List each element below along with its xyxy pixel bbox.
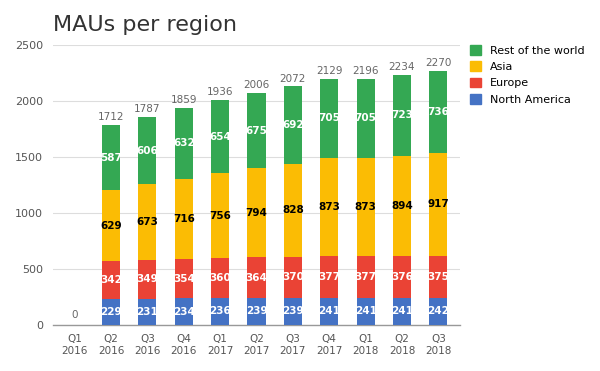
Bar [356, 79, 375, 158]
Text: 2006: 2006 [244, 80, 269, 90]
Text: MAUs per region: MAUs per region [53, 15, 237, 35]
Text: 716: 716 [173, 214, 195, 224]
Text: 705: 705 [355, 114, 377, 124]
Text: 705: 705 [319, 114, 340, 124]
Bar [393, 256, 411, 298]
Bar [320, 298, 338, 325]
Bar [247, 168, 266, 257]
Bar [284, 256, 302, 298]
Text: 794: 794 [245, 208, 268, 218]
Bar [429, 256, 448, 298]
Bar [102, 299, 120, 325]
Text: 606: 606 [137, 145, 158, 155]
Text: 0: 0 [71, 310, 78, 320]
Text: 241: 241 [391, 306, 413, 316]
Text: 1787: 1787 [134, 104, 161, 114]
Text: 2270: 2270 [425, 58, 452, 68]
Bar [393, 155, 411, 256]
Bar [320, 256, 338, 298]
Bar [102, 190, 120, 261]
Text: 377: 377 [318, 272, 340, 282]
Bar [429, 70, 448, 153]
Text: 370: 370 [282, 272, 304, 282]
Text: 2072: 2072 [280, 73, 306, 83]
Text: 236: 236 [209, 306, 231, 316]
Text: 873: 873 [355, 202, 377, 212]
Text: 1712: 1712 [98, 112, 124, 122]
Bar [356, 158, 375, 256]
Text: 229: 229 [100, 307, 122, 317]
Bar [175, 299, 193, 325]
Text: 632: 632 [173, 138, 194, 148]
Text: 360: 360 [209, 273, 231, 283]
Text: 736: 736 [427, 107, 449, 117]
Bar [284, 298, 302, 325]
Text: 756: 756 [209, 211, 231, 221]
Text: 342: 342 [100, 275, 122, 285]
Text: 349: 349 [137, 274, 158, 284]
Bar [356, 298, 375, 325]
Bar [393, 298, 411, 325]
Bar [211, 100, 229, 173]
Text: 239: 239 [245, 306, 268, 316]
Legend: Rest of the world, Asia, Europe, North America: Rest of the world, Asia, Europe, North A… [470, 45, 584, 105]
Text: 587: 587 [100, 152, 122, 162]
Bar [211, 173, 229, 258]
Text: 364: 364 [245, 273, 268, 283]
Text: 1936: 1936 [207, 88, 233, 97]
Bar [139, 184, 157, 260]
Bar [175, 108, 193, 179]
Text: 1859: 1859 [170, 95, 197, 105]
Bar [175, 179, 193, 259]
Bar [139, 299, 157, 325]
Text: 376: 376 [391, 272, 413, 282]
Text: 873: 873 [319, 202, 340, 212]
Bar [320, 158, 338, 256]
Bar [247, 298, 266, 325]
Text: 239: 239 [282, 306, 304, 316]
Bar [175, 259, 193, 299]
Bar [429, 153, 448, 256]
Text: 377: 377 [355, 272, 377, 282]
Text: 231: 231 [137, 307, 158, 317]
Bar [393, 75, 411, 155]
Text: 241: 241 [355, 306, 377, 316]
Bar [320, 79, 338, 158]
Text: 629: 629 [100, 221, 122, 231]
Text: 828: 828 [282, 205, 304, 215]
Bar [211, 258, 229, 298]
Text: 375: 375 [427, 272, 449, 282]
Bar [102, 125, 120, 190]
Text: 673: 673 [136, 217, 158, 227]
Bar [356, 256, 375, 298]
Text: 242: 242 [427, 306, 449, 316]
Text: 354: 354 [173, 274, 195, 284]
Text: 675: 675 [245, 125, 268, 135]
Text: 2196: 2196 [352, 66, 379, 76]
Text: 692: 692 [282, 120, 304, 130]
Bar [284, 86, 302, 164]
Text: 2129: 2129 [316, 66, 343, 76]
Bar [211, 298, 229, 325]
Text: 654: 654 [209, 132, 231, 142]
Text: 234: 234 [173, 306, 195, 316]
Bar [102, 261, 120, 299]
Text: 917: 917 [427, 199, 449, 209]
Text: 241: 241 [319, 306, 340, 316]
Text: 2234: 2234 [389, 62, 415, 72]
Bar [284, 164, 302, 256]
Bar [247, 93, 266, 168]
Bar [139, 116, 157, 184]
Bar [139, 260, 157, 299]
Text: 723: 723 [391, 110, 413, 120]
Text: 894: 894 [391, 201, 413, 211]
Bar [429, 298, 448, 325]
Bar [247, 257, 266, 298]
